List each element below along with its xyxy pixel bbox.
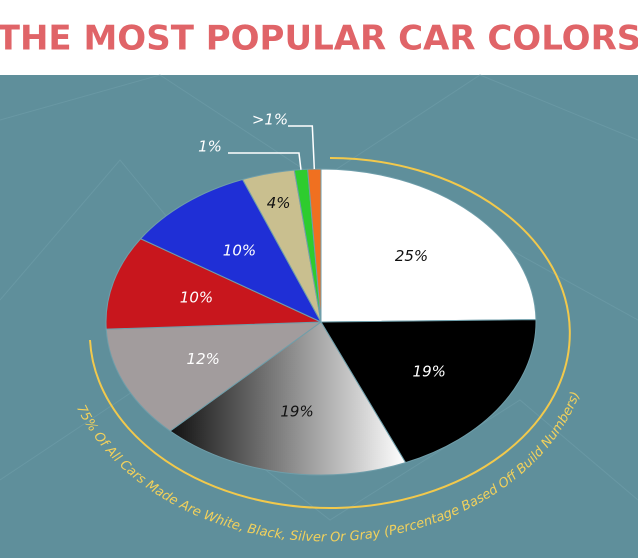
- pie-slice: [169, 321, 407, 476]
- value-label: 1%: [198, 138, 222, 156]
- pie-slice: [139, 178, 323, 324]
- pie-slice: [105, 321, 323, 432]
- value-label: 12%: [187, 350, 220, 368]
- pie-slice: [105, 238, 322, 330]
- chart-title: THE MOST POPULAR CAR COLORS: [0, 19, 638, 59]
- value-label: 25%: [395, 247, 428, 265]
- value-label: 19%: [280, 403, 313, 421]
- value-label: >1%: [252, 111, 288, 129]
- leader-line: [228, 152, 302, 170]
- pie-slice: [320, 168, 537, 323]
- value-label: 4%: [267, 194, 291, 212]
- value-label: 10%: [223, 241, 256, 259]
- pie-slice: [320, 319, 537, 464]
- value-label: 10%: [180, 289, 213, 307]
- header-band: [0, 0, 638, 75]
- value-label: 19%: [413, 362, 446, 380]
- annotation-bracket: [89, 157, 571, 509]
- pie-slice: [307, 168, 322, 323]
- leader-line: [288, 125, 316, 170]
